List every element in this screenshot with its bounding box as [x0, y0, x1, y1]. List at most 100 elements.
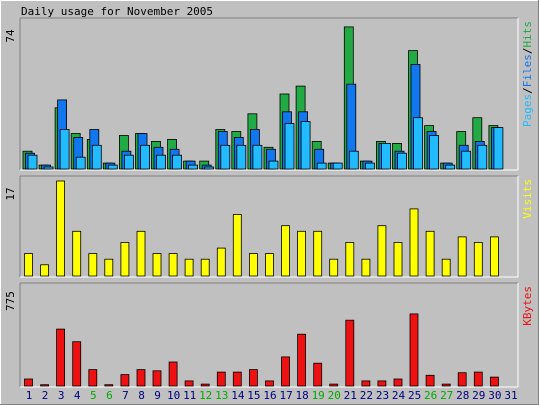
bar-kbytes [297, 333, 307, 387]
bar-kbytes [377, 380, 387, 387]
bar-kbytes [248, 369, 258, 387]
bar-kbytes [281, 356, 290, 387]
bar-pages [140, 144, 150, 170]
bar-kbytes [489, 376, 499, 387]
bar-pages [91, 144, 102, 170]
x-tick-label: 14 [231, 389, 245, 402]
bar-kbytes [345, 319, 355, 387]
x-tick-label: 28 [456, 389, 469, 402]
bar-visits [88, 253, 98, 277]
bar-kbytes [393, 378, 403, 387]
legend-part: Pages [521, 94, 534, 127]
bar-pages [284, 123, 295, 170]
bar-pages [75, 156, 86, 170]
x-tick-label: 21 [344, 389, 357, 402]
x-tick-label: 4 [74, 389, 81, 402]
bar-visits [24, 253, 33, 277]
bar-pages [204, 166, 215, 170]
x-tick-label: 12 [199, 389, 212, 402]
x-tick-label: 16 [263, 389, 276, 402]
bar-visits [248, 253, 258, 277]
bar-visits [361, 258, 371, 277]
x-tick-label: 23 [376, 389, 389, 402]
bar-pages [348, 150, 359, 170]
bar-pages [27, 154, 38, 170]
bar-kbytes [232, 371, 242, 387]
x-tick-label: 24 [392, 389, 406, 402]
bar-pages [124, 154, 134, 170]
x-axis-labels: 1 2 3 4 5 6 7 8 9 10 11 12 13 14 15 16 17 18 19 20 21 22 23 24 2… [26, 389, 518, 402]
legend-label: Pages/Files/Hits [521, 21, 534, 127]
bar-pages [156, 154, 166, 170]
bar-visits [56, 180, 65, 277]
bar-kbytes [200, 383, 210, 387]
chart-title: Daily usage for November 2005 [21, 5, 213, 18]
y-tick-max: 74 [4, 29, 17, 43]
bar-pages [397, 152, 407, 170]
bar-visits [457, 236, 467, 277]
bar-visits [489, 236, 499, 277]
panel-background [20, 283, 518, 387]
x-tick-label: 30 [488, 389, 501, 402]
bar-kbytes [152, 370, 162, 387]
x-tick-label: 11 [183, 389, 196, 402]
bar-visits [152, 253, 162, 277]
legend-part: Files [521, 54, 534, 87]
bar-pages [220, 144, 231, 170]
x-tick-label: 15 [247, 389, 260, 402]
bar-kbytes [473, 371, 483, 387]
x-tick-label: 5 [90, 389, 97, 402]
bar-kbytes [88, 369, 98, 387]
x-tick-label: 29 [472, 389, 485, 402]
panel-kbytes: 775 KBytes [4, 282, 534, 388]
bar-visits [345, 242, 355, 277]
bar-visits [104, 258, 114, 277]
bar-kbytes [120, 374, 130, 387]
bar-visits [425, 230, 435, 277]
bar-kbytes [361, 380, 371, 387]
bar-kbytes [409, 313, 419, 387]
x-tick-label: 20 [328, 389, 341, 402]
bar-pages [316, 162, 327, 170]
x-tick-label: 17 [279, 389, 292, 402]
bar-kbytes [216, 371, 226, 387]
bar-visits [216, 247, 226, 277]
bar-pages [413, 117, 423, 170]
x-tick-label: 6 [106, 389, 113, 402]
bar-pages [332, 162, 343, 170]
legend-label: KBytes [521, 286, 534, 326]
bar-pages [252, 144, 263, 170]
x-tick-label: 3 [58, 389, 65, 402]
legend-part: Hits [521, 21, 534, 48]
bar-visits [136, 230, 146, 277]
bar-visits [200, 258, 210, 277]
legend-label: Visits [521, 179, 534, 219]
bar-pages [493, 127, 504, 170]
bar-visits [313, 230, 323, 277]
bar-pages [236, 144, 247, 170]
bar-kbytes [441, 383, 451, 387]
bar-pages [429, 135, 440, 170]
bar-pages [364, 162, 375, 170]
y-tick-max: 17 [4, 187, 17, 200]
bar-kbytes [313, 362, 323, 387]
x-tick-label: 10 [167, 389, 180, 402]
x-tick-label: 27 [440, 389, 453, 402]
bar-visits [265, 253, 274, 277]
bar-visits [297, 230, 307, 277]
bar-visits [393, 242, 403, 277]
x-tick-label: 25 [408, 389, 421, 402]
bar-kbytes [136, 369, 146, 387]
legend-part: / [521, 48, 534, 55]
bar-pages [43, 166, 54, 170]
bar-kbytes [425, 374, 435, 387]
bar-pages [300, 121, 311, 170]
x-tick-label: 7 [122, 389, 129, 402]
x-tick-label: 8 [138, 389, 145, 402]
bar-visits [72, 230, 82, 277]
x-tick-label: 22 [360, 389, 373, 402]
bar-visits [40, 264, 49, 277]
bar-kbytes [184, 380, 194, 387]
bar-kbytes [40, 384, 49, 387]
